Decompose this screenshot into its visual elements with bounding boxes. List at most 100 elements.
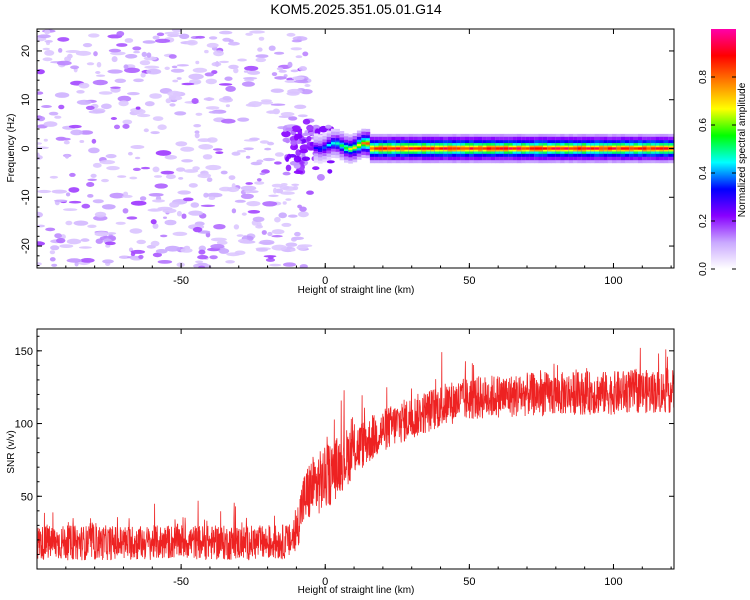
spectrogram-line-cell — [344, 146, 349, 150]
spectrogram-noise-blob — [132, 46, 142, 51]
snr-y-tick-label: 100 — [15, 419, 33, 431]
spectrogram-noise-blob — [114, 124, 120, 130]
spectrogram-line-cell — [382, 147, 388, 150]
spectrogram-noise-blob — [37, 262, 42, 266]
spectrogram-noise-blob — [70, 65, 80, 70]
spectrogram-noise-blob — [165, 174, 176, 180]
spectrogram-noise-blob — [285, 198, 292, 201]
spectrogram-line-cell — [638, 147, 643, 150]
spectrogram-line-cell — [322, 146, 327, 149]
spectrogram-line-cell — [616, 147, 621, 150]
spectrogram-noise-blob — [197, 173, 212, 179]
spectrogram-noise-blob — [297, 211, 309, 218]
spectrogram-noise-blob — [243, 147, 255, 151]
spectrogram-noise-blob — [150, 219, 157, 225]
spectrogram-noise-blob — [150, 240, 160, 247]
spectrogram-line-cell — [447, 147, 453, 150]
spectrogram-noise-blob — [133, 109, 146, 115]
spectrogram-noise-blob — [228, 64, 239, 70]
spectrogram-noise-blob — [252, 216, 265, 222]
spectrogram-noise-blob — [130, 145, 145, 149]
spectrogram-noise-blob — [267, 231, 273, 237]
spectrogram-noise-blob — [79, 140, 85, 143]
spectrogram-line-cell — [434, 147, 440, 150]
spectrogram-noise-blob — [174, 111, 187, 116]
spectrogram-noise-blob — [164, 66, 170, 71]
spectrogram-noise-blob — [203, 97, 215, 101]
spectrogram-line-cell — [318, 147, 323, 151]
spectrogram-noise-blob — [118, 100, 129, 107]
spectrogram-noise-blob — [133, 50, 141, 54]
snr-y-tick-label: 150 — [15, 346, 33, 358]
spectrogram-noise-blob — [37, 34, 51, 39]
spectrogram-line-cell — [335, 142, 340, 145]
spectrogram-noise-blob — [292, 185, 299, 191]
spectrogram-noise-blob — [287, 88, 303, 94]
spectrogram-noise-blob — [127, 151, 133, 156]
spectrogram-x-tick-label: 100 — [604, 275, 622, 287]
spectrogram-noise-blob — [231, 208, 237, 214]
spectrogram-noise-blob — [193, 124, 202, 128]
spectrogram-transition-blob — [306, 135, 312, 142]
spectrogram-noise-blob — [208, 196, 216, 201]
spectrogram-noise-blob — [86, 62, 95, 66]
spectrogram-noise-blob — [219, 60, 230, 64]
spectrogram-noise-blob — [245, 155, 251, 159]
spectrogram-noise-blob — [195, 112, 203, 116]
spectrogram-line-cell — [387, 147, 392, 150]
spectrogram-noise-blob — [234, 250, 246, 256]
spectrogram-line-cell — [400, 147, 405, 150]
spectrogram-noise-blob — [225, 260, 236, 264]
spectrogram-noise-blob — [137, 113, 151, 118]
spectrogram-noise-blob — [65, 192, 71, 197]
spectrogram-noise-blob — [59, 244, 74, 249]
spectrogram-noise-blob — [54, 233, 62, 239]
spectrogram-noise-blob — [216, 240, 228, 245]
spectrogram-noise-blob — [150, 131, 160, 135]
spectrogram-transition-blob — [290, 140, 298, 146]
spectrogram-noise-blob — [270, 88, 284, 93]
spectrogram-noise-blob — [101, 178, 109, 183]
spectrogram-noise-blob — [181, 159, 194, 163]
spectrogram-noise-blob — [105, 244, 111, 248]
spectrogram-noise-blob — [274, 216, 281, 223]
spectrogram-noise-blob — [78, 246, 92, 249]
spectrogram-y-ticks: -20 -10 0 10 20 — [20, 30, 674, 267]
spectrogram-transition-blob — [293, 170, 304, 175]
spectrogram-noise-blob — [284, 79, 297, 83]
spectrogram-noise-blob — [105, 154, 117, 159]
spectrogram-noise-blob — [296, 245, 308, 251]
spectrogram-noise-blob — [80, 238, 90, 242]
spectrogram-noise-blob — [242, 235, 248, 240]
spectrogram-line-cell — [525, 147, 531, 150]
spectrogram-transition-blob — [285, 156, 290, 162]
spectrogram-noise-blob — [304, 84, 311, 87]
spectrogram-noise-blob — [42, 57, 53, 62]
spectrogram-transition-blob — [294, 133, 299, 141]
spectrogram-line-cell — [581, 147, 587, 150]
spectrogram-noise-blob — [225, 104, 230, 108]
spectrogram-noise-blob — [255, 54, 269, 58]
spectrogram-noise-blob — [122, 123, 130, 129]
spectrogram-line-cell — [482, 147, 487, 150]
spectrogram-noise-blob — [219, 186, 233, 192]
spectrogram-noise-blob — [256, 222, 262, 227]
spectrogram-noise-blob — [49, 257, 56, 262]
spectrogram-noise-blob — [228, 175, 236, 181]
spectrogram-noise-blob — [263, 255, 277, 258]
spectrogram-noise-blob — [221, 118, 236, 124]
spectrogram-noise-blob — [91, 138, 97, 144]
spectrogram-noise-blob — [95, 71, 101, 74]
spectrogram-noise-blob — [188, 210, 204, 216]
colorbar-gradient — [711, 29, 736, 269]
spectrogram-noise-blob — [44, 29, 51, 35]
spectrogram-noise-blob — [222, 96, 232, 101]
spectrogram-noise-blob — [51, 189, 67, 194]
spectrogram-noise-blob — [43, 138, 48, 142]
spectrogram-noise-blob — [132, 167, 141, 171]
spectrogram-noise-blob — [37, 91, 44, 95]
spectrogram-noise-blob — [249, 137, 260, 141]
spectrogram-noise-blob — [290, 47, 303, 51]
spectrogram-noise-blob — [73, 220, 89, 226]
spectrogram-noise-blob — [139, 196, 147, 201]
